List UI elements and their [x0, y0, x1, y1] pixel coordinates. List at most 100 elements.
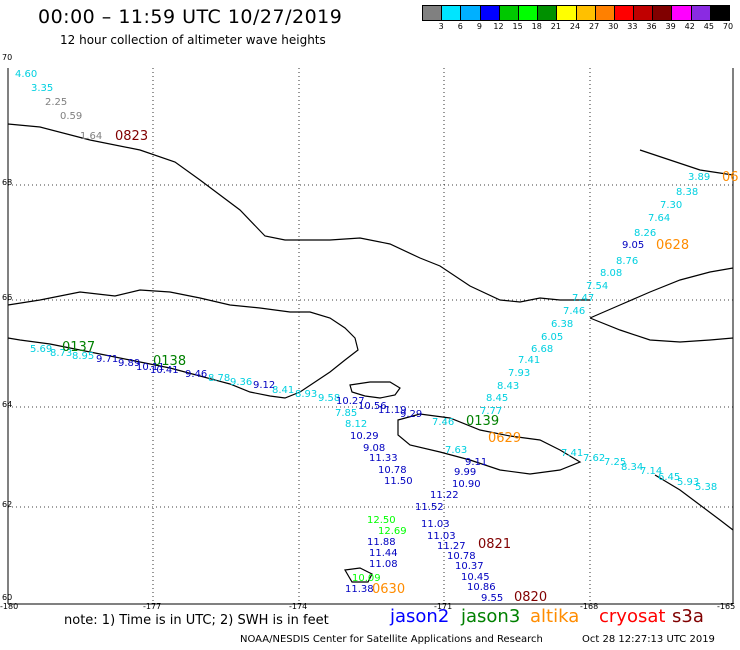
pass-time-label: 0823 [115, 129, 148, 144]
wave-height-label: 3.35 [31, 83, 53, 94]
wave-height-label: 10.56 [358, 401, 387, 412]
scale-swatch [691, 6, 711, 20]
scale-label: 12 [493, 22, 504, 31]
lat-label: 70 [2, 53, 12, 62]
scale-label: 30 [608, 22, 619, 31]
wave-height-label: 9.46 [185, 369, 207, 380]
scale-label: 27 [589, 22, 600, 31]
lon-label: -165 [717, 602, 735, 611]
wave-height-label: 8.12 [345, 419, 367, 430]
wave-height-label: 5.93 [677, 477, 699, 488]
wave-height-label: 7.85 [335, 408, 357, 419]
scale-label: 15 [512, 22, 523, 31]
wave-height-label: 11.19 [378, 405, 407, 416]
scale-label: 9 [476, 22, 482, 31]
wave-height-label: 8.34 [621, 462, 643, 473]
legend-altika: altika [530, 606, 580, 627]
pass-time-label: 0137 [62, 340, 95, 355]
wave-height-label: 9.71 [96, 354, 118, 365]
wave-height-label: 7.30 [660, 200, 682, 211]
wave-height-label: 12.69 [378, 526, 407, 537]
wave-height-label: 6.38 [551, 319, 573, 330]
scale-label: 42 [684, 22, 695, 31]
wave-height-label: 4.60 [15, 69, 37, 80]
wave-height-label: 8.26 [634, 228, 656, 239]
scale-swatch [672, 6, 692, 20]
wave-height-label: 9.89 [118, 358, 140, 369]
wave-height-label: 7.77 [480, 406, 502, 417]
lat-label: 68 [2, 178, 12, 187]
scale-label: 18 [531, 22, 542, 31]
wave-height-label: 11.88 [367, 537, 396, 548]
wave-height-label: 11.27 [437, 541, 466, 552]
legend-jason2: jason2 [390, 606, 450, 627]
pass-time-label: 0820 [514, 590, 547, 605]
wave-height-label: 9.58 [318, 393, 340, 404]
wave-height-label: 10.27 [336, 396, 365, 407]
wave-height-label: 11.52 [415, 502, 444, 513]
wave-height-label: 11.44 [369, 548, 398, 559]
wave-height-label: 11.03 [421, 519, 450, 530]
lon-labels: -180 -177 -174 -171 -168 -165 [0, 602, 735, 611]
wave-height-label: 7.47 [572, 293, 594, 304]
wave-height-label: 7.64 [648, 213, 670, 224]
wave-height-label: 8.93 [295, 389, 317, 400]
wave-height-label: 11.22 [430, 490, 459, 501]
scale-label: 36 [646, 22, 657, 31]
wave-height-label: 8.95 [72, 351, 94, 362]
wave-height-label: 6.05 [541, 332, 563, 343]
map-frame [7, 68, 734, 605]
credit-line: NOAA/NESDIS Center for Satellite Applica… [240, 634, 543, 645]
wave-height-label: 10.78 [378, 465, 407, 476]
lon-label: -174 [289, 602, 307, 611]
scale-swatch [442, 6, 462, 20]
pass-time-label: 0628 [656, 238, 689, 253]
scale-swatch [480, 6, 500, 20]
wave-height-label: 10.90 [452, 479, 481, 490]
lon-label: -177 [143, 602, 161, 611]
wave-height-label: 8.43 [497, 381, 519, 392]
track-labels: 4.60 3.35 2.25 0.59 1.64 0823 5.698.73 8.950137… [15, 69, 739, 605]
scale-swatch [710, 6, 729, 20]
legend-s3a: s3a [672, 606, 704, 627]
lon-label: -171 [434, 602, 452, 611]
scale-swatch [576, 6, 596, 20]
wave-height-label: 7.63 [445, 445, 467, 456]
wave-height-label: 9.29 [400, 409, 422, 420]
wave-height-label: 5.69 [30, 344, 52, 355]
wave-height-label: 7.62 [583, 453, 605, 464]
wave-height-label: 7.46 [432, 417, 454, 428]
map-subtitle: 12 hour collection of altimeter wave hei… [60, 33, 326, 47]
wave-height-label: 6.68 [531, 344, 553, 355]
pass-time-label: 0821 [478, 537, 511, 552]
wave-height-label: 8.08 [600, 268, 622, 279]
scale-swatch [538, 6, 558, 20]
wave-height-label: 3.89 [688, 172, 710, 183]
wave-height-label: 9.99 [454, 467, 476, 478]
scale-swatch [518, 6, 539, 20]
coastline [7, 123, 734, 583]
scale-swatch [423, 6, 443, 20]
wave-height-label: 10.37 [455, 561, 484, 572]
map-title: 00:00 – 11:59 UTC 10/27/2019 [38, 6, 343, 28]
pass-time-label: 06 [722, 170, 739, 185]
wave-height-label: 7.46 [563, 306, 585, 317]
lat-label: 60 [2, 593, 12, 602]
scale-label: 21 [550, 22, 561, 31]
wave-height-label: 7.93 [508, 368, 530, 379]
wave-height-label: 2.25 [45, 97, 67, 108]
scale-label: 3 [438, 22, 444, 31]
scale-swatch [614, 6, 635, 20]
wave-height-label: 7.14 [640, 466, 662, 477]
wave-height-label: 6.45 [658, 472, 680, 483]
wave-height-label: 8.76 [616, 256, 638, 267]
wave-height-label: 10.41 [150, 365, 179, 376]
pass-time-label: 0138 [153, 354, 186, 369]
wave-height-label: 10.78 [447, 551, 476, 562]
wave-height-label: 10.29 [350, 431, 379, 442]
scale-swatch [653, 6, 673, 20]
scale-label: 70 [722, 22, 734, 31]
wave-height-label: 8.78 [208, 373, 230, 384]
